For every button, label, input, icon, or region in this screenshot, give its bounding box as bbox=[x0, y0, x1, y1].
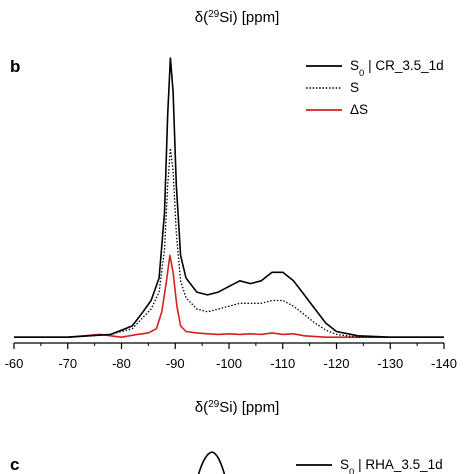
panel-b-x-tick-label-4: -100 bbox=[216, 356, 242, 371]
top-axis-label: δ(29Si) [ppm] bbox=[195, 9, 280, 27]
panel-b-series bbox=[14, 57, 444, 338]
panel-c: c S0 | RHA_3.5_1dS bbox=[10, 451, 443, 474]
panel-b-x-axis-label: δ(29Si) [ppm] bbox=[195, 399, 280, 417]
panel-b-series-line-2 bbox=[14, 254, 444, 338]
panel-b-x-tick-label-6: -120 bbox=[323, 356, 349, 371]
panel-b-legend-label-2: ΔS bbox=[350, 102, 368, 117]
top-axis-label-rest: Si) [ppm] bbox=[219, 9, 279, 26]
panel-b-x-tick-label-5: -110 bbox=[270, 356, 295, 371]
panel-c-legend: S0 | RHA_3.5_1dS bbox=[296, 457, 443, 474]
panel-b-x-tick-label-0: -60 bbox=[5, 356, 24, 371]
panel-b-x-axis-label-sup: 29 bbox=[208, 399, 220, 410]
panel-b-legend: S0 | CR_3.5_1dS ΔS bbox=[306, 58, 444, 117]
panel-b-x-ticks: -60 -70 -80 -90 -100 -110 -120 -130 -140 bbox=[5, 343, 457, 371]
panel-b-x-tick-label-2: -80 bbox=[112, 356, 131, 371]
top-axis-label-delta: δ( bbox=[195, 9, 208, 26]
panel-b-x-axis-label-rest: Si) [ppm] bbox=[219, 399, 279, 416]
panel-b-x-tick-label-1: -70 bbox=[58, 356, 77, 371]
panel-b-letter: b bbox=[10, 57, 20, 76]
panel-b: b -60 -70 -80 -90 -100 -110 -120 -130 -140 δ(29S… bbox=[5, 57, 457, 416]
panel-b-x-tick-label-3: -90 bbox=[166, 356, 185, 371]
panel-b-x-tick-label-7: -130 bbox=[377, 356, 403, 371]
panel-b-series-line-0 bbox=[14, 57, 444, 338]
panel-b-legend-label-1: S bbox=[350, 80, 359, 95]
panel-b-legend-label-0: S0 | CR_3.5_1d bbox=[350, 58, 444, 79]
panel-c-letter: c bbox=[10, 455, 19, 474]
panel-b-x-axis-label-delta: δ( bbox=[195, 399, 208, 416]
panel-c-peak-line bbox=[197, 451, 226, 474]
panel-b-x-tick-label-8: -140 bbox=[431, 356, 457, 371]
panel-b-series-line-1 bbox=[14, 147, 444, 338]
top-axis-label-sup: 29 bbox=[208, 9, 220, 20]
panel-c-legend-label-0: S0 | RHA_3.5_1d bbox=[340, 457, 443, 474]
